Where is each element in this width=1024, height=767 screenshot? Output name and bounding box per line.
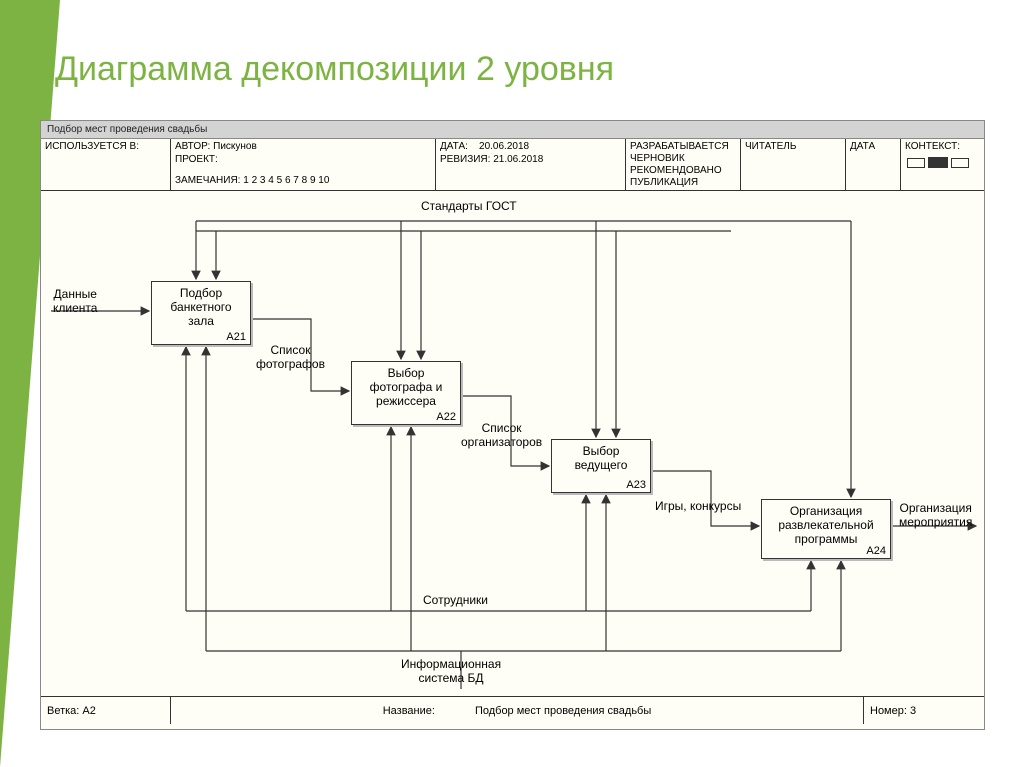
label-arrow2: Списокорганизаторов: [461, 421, 542, 449]
footer-number: Номер: 3: [864, 697, 984, 724]
label-mech1: Сотрудники: [423, 593, 488, 607]
context-icon: [907, 157, 969, 168]
footer: Ветка: А2 Название: Подбор мест проведен…: [41, 696, 984, 724]
footer-branch: Ветка: А2: [41, 697, 171, 724]
page-title: Диаграмма декомпозиции 2 уровня: [55, 50, 614, 89]
meta-date2: ДАТА: [846, 139, 901, 190]
meta-header: ИСПОЛЬЗУЕТСЯ В: АВТОР: Пискунов ПРОЕКТ: …: [41, 139, 984, 191]
label-arrow3: Игры, конкурсы: [655, 499, 741, 513]
label-input: Данныеклиента: [53, 287, 97, 315]
window-titlebar: Подбор мест проведения свадьбы: [41, 121, 984, 139]
meta-date-col: ДАТА: 20.06.2018 РЕВИЗИЯ: 21.06.2018: [436, 139, 626, 190]
box-a21: Подборбанкетногозала А21: [151, 281, 251, 345]
box-a24: Организацияразвлекательнойпрограммы А24: [761, 499, 891, 559]
diagram-canvas: Стандарты ГОСТ Данныеклиента Списокфотог…: [41, 191, 984, 696]
label-output: Организациямероприятия: [899, 501, 972, 529]
label-top-control: Стандарты ГОСТ: [421, 199, 517, 213]
box-a22: Выборфотографа ирежиссера А22: [351, 361, 461, 425]
meta-reader: ЧИТАТЕЛЬ: [741, 139, 846, 190]
label-mech2: Информационнаясистема БД: [401, 657, 501, 685]
meta-context: КОНТЕКСТ:: [901, 139, 983, 190]
box-a23: Выборведущего А23: [551, 439, 651, 493]
idef0-window: Подбор мест проведения свадьбы ИСПОЛЬЗУЕ…: [40, 120, 985, 730]
label-arrow1: Списокфотографов: [256, 343, 325, 371]
footer-name: Название: Подбор мест проведения свадьбы: [171, 697, 864, 724]
meta-used-in: ИСПОЛЬЗУЕТСЯ В:: [41, 139, 171, 190]
meta-author-col: АВТОР: Пискунов ПРОЕКТ: ЗАМЕЧАНИЯ: 1 2 3…: [171, 139, 436, 190]
meta-status-col: РАЗРАБАТЫВАЕТСЯ ЧЕРНОВИК РЕКОМЕНДОВАНО П…: [626, 139, 741, 190]
